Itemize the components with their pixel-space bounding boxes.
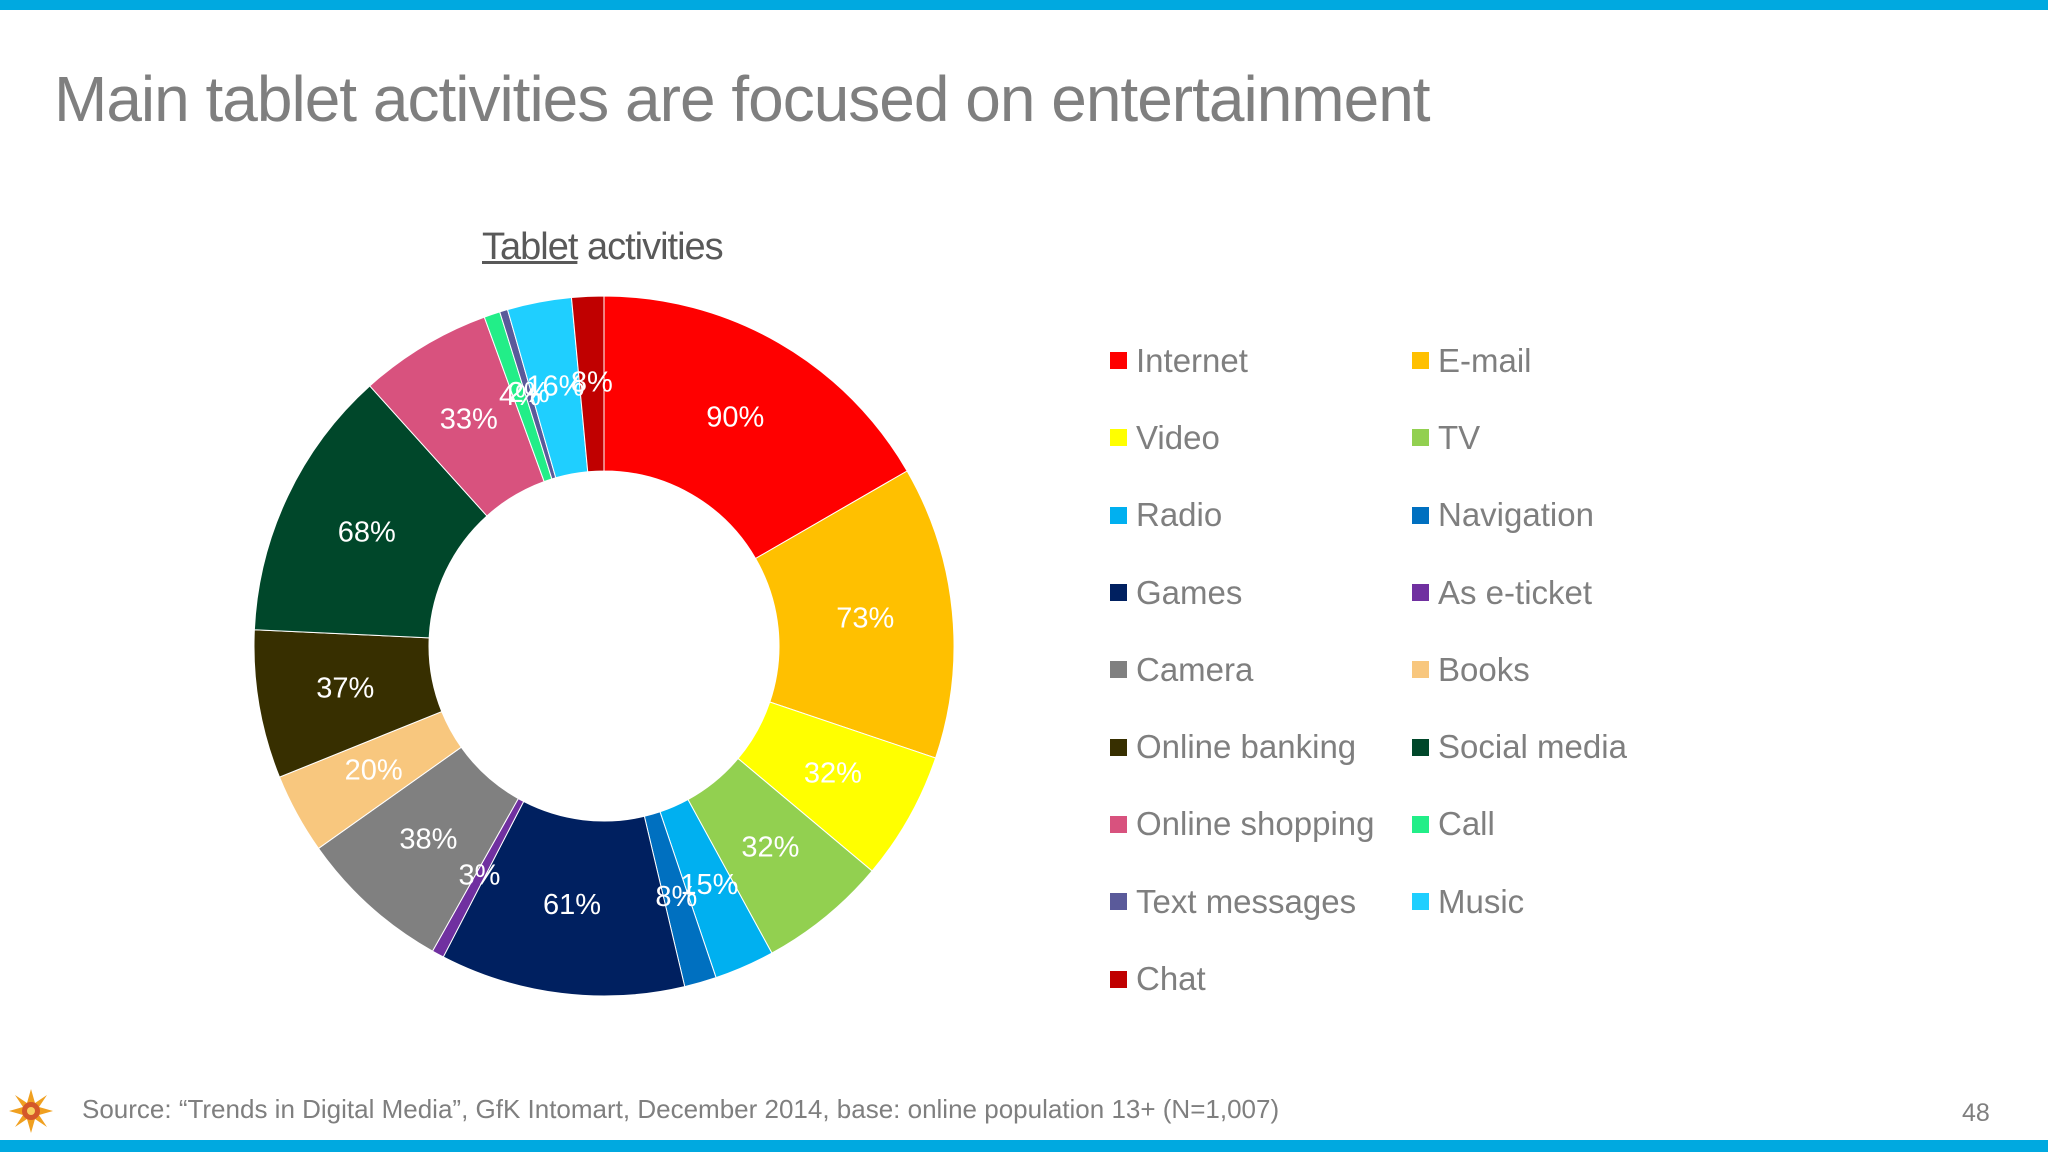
legend-label: Music bbox=[1438, 882, 1525, 920]
legend-label: Camera bbox=[1136, 650, 1254, 688]
slice-internet bbox=[603, 295, 908, 560]
legend-item-online-banking: Online banking bbox=[1110, 708, 1412, 785]
legend-item-camera: Camera bbox=[1110, 631, 1412, 708]
donut-labels: 90%73%32%32%15%8%61%3%38%20%37%68%33%4%2… bbox=[316, 366, 894, 921]
slice-social-media bbox=[253, 385, 488, 639]
data-label-online-shopping: 33% bbox=[440, 404, 498, 436]
legend-item-navigation: Navigation bbox=[1412, 477, 1672, 554]
legend-item-chat: Chat bbox=[1110, 940, 1412, 1017]
legend-swatch bbox=[1110, 506, 1127, 524]
data-label-games: 61% bbox=[543, 889, 601, 921]
data-label-text-messages: 2% bbox=[508, 377, 550, 409]
data-label-books: 20% bbox=[345, 755, 403, 787]
legend-swatch bbox=[1110, 738, 1127, 756]
data-label-chat: 8% bbox=[571, 366, 613, 398]
legend-label: Call bbox=[1438, 805, 1495, 843]
legend-label: As e-ticket bbox=[1438, 573, 1593, 611]
legend-item-music: Music bbox=[1412, 863, 1672, 940]
legend-item-call: Call bbox=[1412, 786, 1672, 863]
data-label-as-e-ticket: 3% bbox=[458, 860, 500, 892]
chart-title-rest: activities bbox=[577, 226, 724, 268]
data-label-call: 4% bbox=[499, 380, 541, 412]
legend-label: Social media bbox=[1438, 728, 1627, 766]
data-label-camera: 38% bbox=[399, 824, 457, 856]
legend-item-internet: Internet bbox=[1110, 322, 1412, 399]
data-label-radio: 15% bbox=[680, 869, 738, 901]
legend-item-games: Games bbox=[1110, 554, 1412, 631]
legend-label: Internet bbox=[1136, 341, 1248, 379]
legend-item-as-e-ticket: As e-ticket bbox=[1412, 554, 1672, 631]
legend-swatch bbox=[1412, 506, 1429, 524]
legend-item-tv: TV bbox=[1412, 399, 1672, 476]
legend-swatch bbox=[1110, 584, 1127, 602]
legend-label: TV bbox=[1438, 418, 1481, 456]
chart-title-underlined: Tablet bbox=[482, 226, 578, 268]
legend-swatch bbox=[1412, 893, 1429, 911]
legend-swatch bbox=[1110, 352, 1127, 370]
legend-swatch bbox=[1110, 661, 1127, 679]
legend-swatch bbox=[1412, 429, 1429, 447]
page-number: 48 bbox=[1962, 1099, 1990, 1127]
slice-chat bbox=[570, 295, 605, 473]
legend-item-text-messages: Text messages bbox=[1110, 863, 1412, 940]
legend-item-books: Books bbox=[1412, 631, 1672, 708]
data-label-tv: 32% bbox=[741, 832, 799, 864]
legend-swatch bbox=[1412, 661, 1429, 679]
data-label-video: 32% bbox=[804, 757, 862, 789]
data-label-music: 16% bbox=[526, 371, 584, 403]
legend-item-e-mail: E-mail bbox=[1412, 322, 1672, 399]
chart-legend: Internet E-mail Video TV Radio Navigation Game… bbox=[1110, 322, 1672, 1018]
legend-swatch bbox=[1110, 893, 1127, 911]
donut-slices bbox=[253, 295, 955, 997]
data-label-online-banking: 37% bbox=[316, 673, 374, 705]
source-note: Source: “Trends in Digital Media”, GfK I… bbox=[82, 1094, 1280, 1124]
top-accent-bar bbox=[0, 0, 2048, 10]
data-label-e-mail: 73% bbox=[836, 603, 894, 635]
legend-label: Online shopping bbox=[1136, 805, 1375, 843]
sun-logo-icon bbox=[9, 1089, 53, 1133]
data-label-social-media: 68% bbox=[338, 516, 396, 548]
data-label-navigation: 8% bbox=[655, 881, 697, 913]
legend-swatch bbox=[1110, 970, 1127, 988]
data-label-internet: 90% bbox=[706, 401, 764, 433]
legend-label: Radio bbox=[1136, 496, 1223, 534]
legend-label: E-mail bbox=[1438, 341, 1532, 379]
legend-swatch bbox=[1412, 584, 1429, 602]
legend-label: Navigation bbox=[1438, 496, 1594, 534]
bottom-accent-bar bbox=[0, 1140, 2048, 1152]
legend-label: Video bbox=[1136, 418, 1220, 456]
legend-swatch bbox=[1412, 738, 1429, 756]
legend-label: Online banking bbox=[1136, 728, 1357, 766]
legend-label: Books bbox=[1438, 650, 1530, 688]
legend-label: Games bbox=[1136, 573, 1243, 611]
legend-label: Text messages bbox=[1136, 882, 1357, 920]
legend-item-video: Video bbox=[1110, 399, 1412, 476]
legend-item-radio: Radio bbox=[1110, 477, 1412, 554]
legend-swatch bbox=[1412, 352, 1429, 370]
legend-swatch bbox=[1110, 815, 1127, 833]
slide-title: Main tablet activities are focused on en… bbox=[54, 63, 1431, 135]
chart-title: Tablet activities bbox=[482, 226, 724, 269]
legend-label: Chat bbox=[1136, 960, 1206, 998]
slice-e-mail bbox=[754, 470, 955, 759]
legend-item-online-shopping: Online shopping bbox=[1110, 786, 1412, 863]
legend-item-social-media: Social media bbox=[1412, 708, 1672, 785]
legend-swatch bbox=[1412, 815, 1429, 833]
legend-swatch bbox=[1110, 429, 1127, 447]
